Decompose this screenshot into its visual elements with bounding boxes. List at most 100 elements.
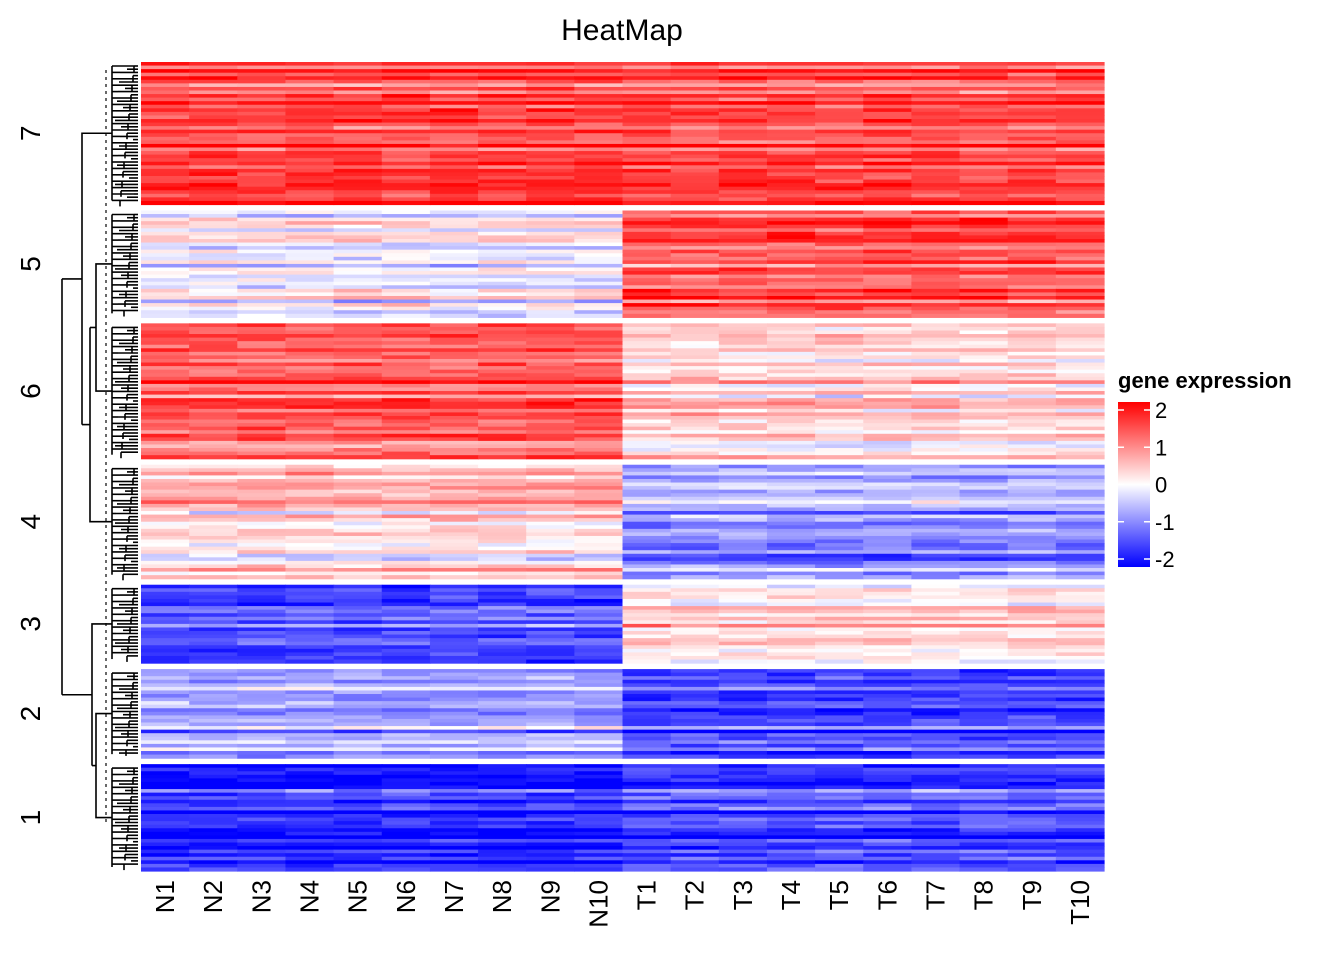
heat-cell [189, 288, 238, 294]
heat-cell [381, 764, 431, 769]
heat-cell [189, 344, 238, 349]
heat-cell [237, 471, 287, 476]
heat-cell [1007, 774, 1057, 779]
heat-cell [285, 803, 335, 808]
heat-cell [429, 362, 479, 367]
heat-cell [285, 838, 335, 844]
heat-cell [863, 183, 912, 188]
heat-cell [622, 500, 672, 505]
heat-cell [718, 394, 768, 399]
heat-cell [478, 736, 527, 741]
heat-cell [911, 767, 961, 772]
heat-cell [526, 267, 575, 272]
heat-cell [333, 440, 383, 446]
heat-cell [670, 423, 720, 428]
heat-cell [959, 288, 1009, 294]
heat-cell [478, 190, 527, 195]
heat-cell [285, 754, 335, 759]
heat-cell [718, 455, 768, 460]
heat-cell [381, 183, 431, 188]
heat-cell [959, 140, 1009, 145]
heat-cell [429, 129, 479, 134]
heat-cell [670, 846, 720, 851]
heat-cell [863, 475, 912, 480]
heat-cell [526, 90, 575, 95]
heat-cell [718, 672, 768, 677]
heat-cell [526, 584, 575, 589]
heat-cell [670, 419, 720, 424]
heat-cell [1055, 228, 1105, 233]
heat-cell [766, 306, 816, 311]
heat-cell [526, 256, 575, 261]
heat-cell [574, 659, 624, 664]
heat-cell [429, 810, 479, 815]
heat-cell [622, 584, 672, 589]
heat-cell [237, 65, 287, 70]
heat-cell [333, 281, 383, 286]
heat-cell [285, 507, 335, 512]
heat-cell [285, 263, 335, 269]
heat-cell [429, 767, 479, 772]
heat-cell [285, 158, 335, 163]
heat-cell [1055, 683, 1105, 688]
heat-cell [1007, 771, 1057, 776]
heat-cell [670, 190, 720, 195]
heat-cell [141, 455, 190, 460]
heat-cell [526, 729, 575, 734]
heat-cell [622, 595, 672, 600]
heat-cell [911, 430, 961, 435]
heat-cell [429, 525, 479, 530]
heat-cell [1007, 500, 1057, 505]
heat-cell [574, 292, 624, 297]
heat-cell [333, 718, 383, 724]
heat-cell [574, 598, 624, 604]
heat-cell [333, 655, 383, 661]
heat-cell [1055, 190, 1105, 195]
heat-cell [911, 785, 961, 790]
heat-cell [959, 355, 1009, 360]
heat-cell [815, 256, 864, 261]
heat-cell [718, 842, 768, 847]
heat-cell [718, 550, 768, 555]
heat-cell [670, 817, 720, 822]
heat-cell [718, 337, 768, 342]
heat-cell [285, 588, 335, 593]
heat-cell [670, 867, 720, 872]
heat-cell [237, 659, 287, 664]
heat-cell [141, 348, 190, 353]
heat-cell [381, 525, 431, 530]
heat-cell [911, 817, 961, 822]
heat-cell [189, 292, 238, 297]
heat-cell [429, 849, 479, 854]
heat-cell [718, 358, 768, 364]
heat-cell [285, 62, 335, 67]
heat-cell [766, 412, 816, 417]
heat-cell [911, 747, 961, 752]
heat-cell [381, 528, 431, 533]
heat-cell [189, 500, 238, 505]
heat-cell [911, 217, 961, 222]
heat-cell [1055, 394, 1105, 399]
heat-cell [766, 292, 816, 297]
heat-cell [285, 415, 335, 421]
heat-cell [189, 613, 238, 618]
heat-cell [718, 774, 768, 779]
heat-cell [959, 729, 1009, 734]
heat-cell [718, 72, 768, 77]
heat-cell [766, 122, 816, 127]
heat-cell [863, 344, 912, 349]
heat-cell [1007, 842, 1057, 847]
heat-cell [237, 423, 287, 428]
heat-cell [766, 482, 816, 487]
heat-cell [670, 672, 720, 677]
heat-cell [381, 235, 431, 240]
heat-cell [718, 242, 768, 247]
heat-cell [237, 263, 287, 269]
heat-cell [526, 119, 575, 124]
heat-cell [670, 532, 720, 537]
heat-cell [574, 543, 624, 548]
heat-cell [141, 568, 190, 573]
heat-cell [285, 817, 335, 822]
heat-cell [189, 631, 238, 636]
heat-cell [429, 824, 479, 829]
